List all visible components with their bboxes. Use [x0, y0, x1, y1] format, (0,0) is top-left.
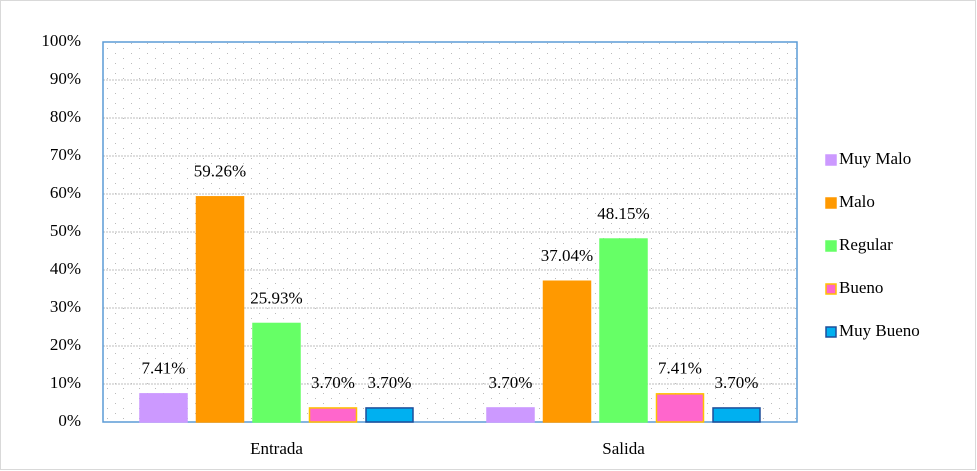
bar — [599, 238, 648, 423]
bar — [308, 407, 358, 423]
x-tick-label: Entrada — [250, 439, 303, 458]
y-tick-label: 100% — [41, 31, 81, 50]
plot-border — [102, 41, 798, 423]
y-tick-label: 80% — [50, 107, 81, 126]
legend-label: Bueno — [839, 278, 883, 297]
legend-marker — [825, 283, 837, 295]
legend-label: Malo — [839, 192, 875, 211]
bar — [712, 407, 761, 423]
legend-label: Muy Bueno — [839, 321, 920, 340]
y-tick-label: 40% — [50, 259, 81, 278]
value-label: 25.93% — [250, 288, 302, 307]
y-tick-label: 20% — [50, 335, 81, 354]
value-label: 7.41% — [658, 359, 702, 378]
y-tick-label: 30% — [50, 297, 81, 316]
value-label: 37.04% — [541, 246, 593, 265]
legend-label: Muy Malo — [839, 149, 911, 168]
bar — [365, 407, 414, 423]
legend-label: Regular — [839, 235, 893, 254]
legend-marker — [825, 240, 837, 252]
y-tick-label: 50% — [50, 221, 81, 240]
y-tick-label: 0% — [58, 411, 81, 430]
value-label: 3.70% — [311, 373, 355, 392]
value-label: 3.70% — [489, 373, 533, 392]
y-tick-label: 70% — [50, 145, 81, 164]
value-label: 59.26% — [194, 162, 246, 181]
bar — [655, 393, 705, 423]
bar — [139, 393, 188, 423]
legend-marker — [825, 197, 837, 209]
value-label: 3.70% — [715, 373, 759, 392]
bar — [486, 407, 535, 423]
x-tick-label: Salida — [602, 439, 645, 458]
bar — [252, 322, 301, 423]
bar — [195, 196, 245, 423]
bar — [542, 280, 592, 423]
value-label: 7.41% — [142, 359, 186, 378]
legend-marker — [825, 326, 837, 338]
y-tick-label: 90% — [50, 69, 81, 88]
value-label: 3.70% — [368, 373, 412, 392]
y-tick-label: 60% — [50, 183, 81, 202]
legend-marker — [825, 154, 837, 166]
y-tick-label: 10% — [50, 373, 81, 392]
value-label: 48.15% — [597, 204, 649, 223]
